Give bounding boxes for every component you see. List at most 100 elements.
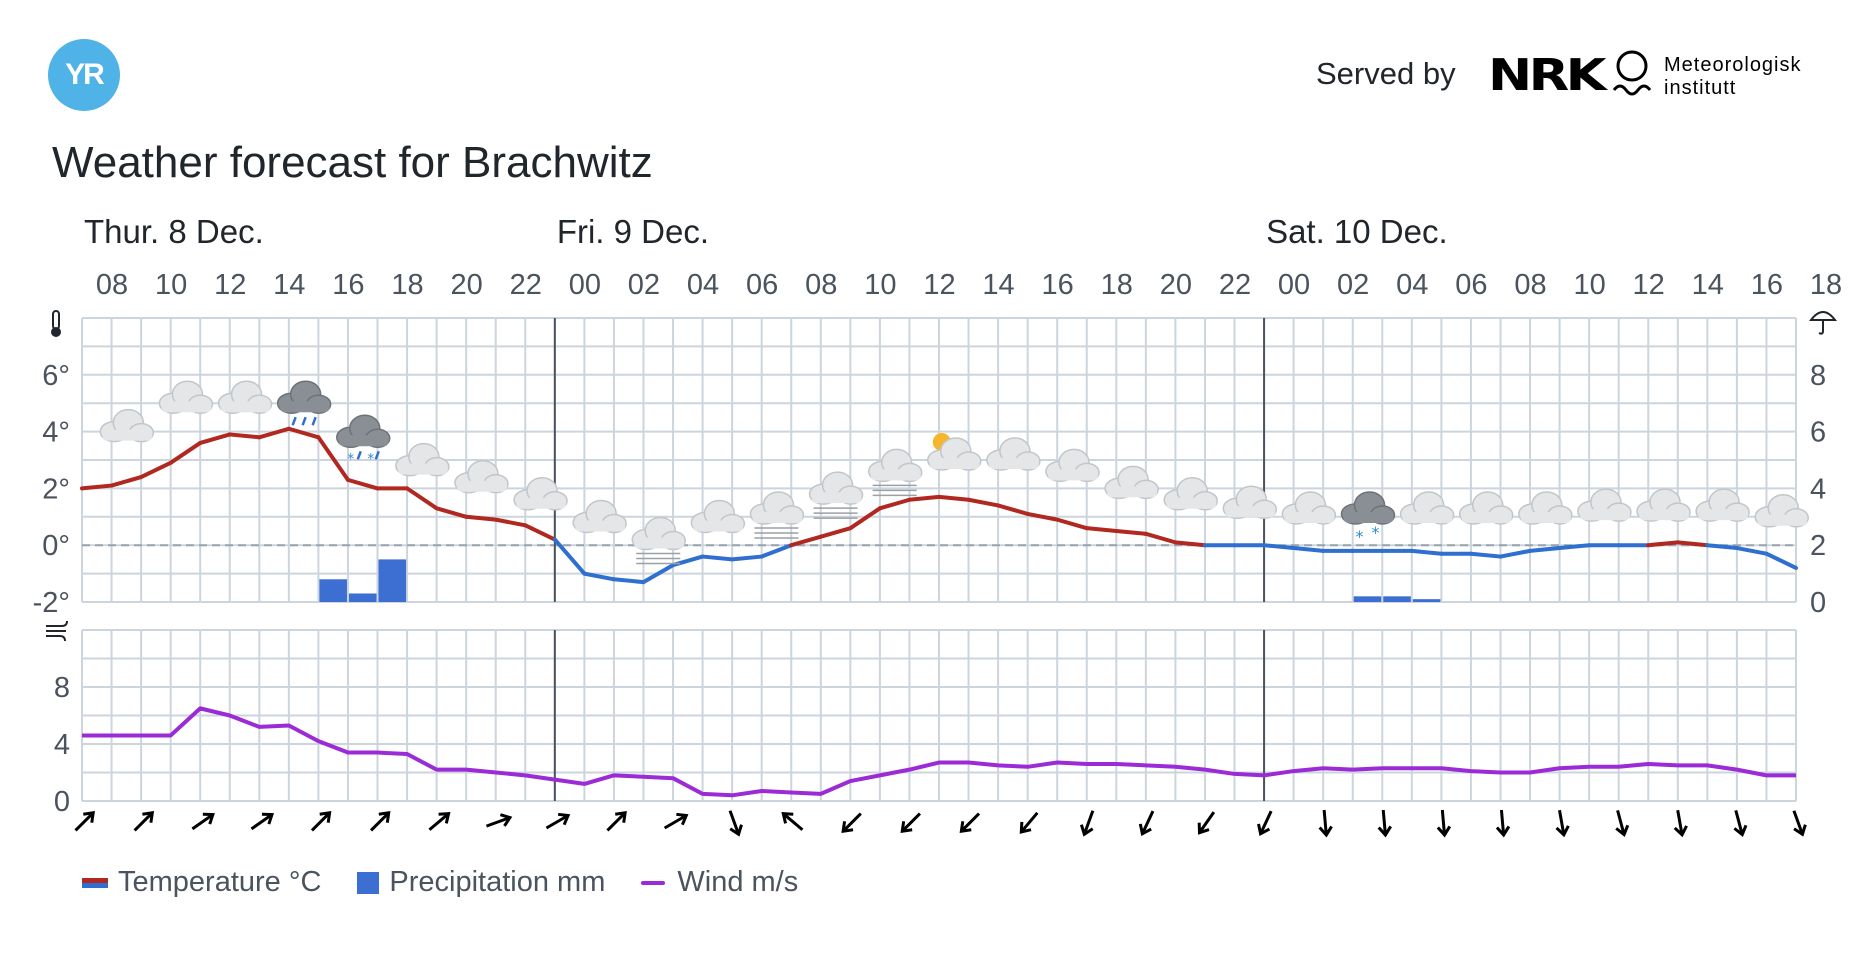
raindrop <box>374 450 380 460</box>
arrow-shaft <box>1734 810 1744 834</box>
cloud-part <box>1698 509 1749 521</box>
arrow-shaft <box>1381 809 1387 834</box>
rain-cloud-icon <box>276 380 332 426</box>
page-title: Weather forecast for Brachwitz <box>52 138 653 187</box>
precipitation-bar <box>348 593 377 602</box>
wind-arrow-icon <box>900 812 921 833</box>
partly-sunny-cloud-icon <box>927 437 982 471</box>
arrow-head <box>1019 821 1032 834</box>
arrow-head <box>1793 824 1807 837</box>
temperature-segment <box>464 514 498 522</box>
cloud-icon <box>1577 488 1632 522</box>
fog-cloud-icon <box>867 448 923 497</box>
wind-arrow-icon <box>1019 811 1039 834</box>
cloud-part <box>1461 511 1512 523</box>
met-institute-icon <box>1612 50 1652 96</box>
wind-tick: 0 <box>54 786 70 818</box>
wind-arrow-icon <box>1197 811 1216 835</box>
legend-wind[interactable]: Wind m/s <box>641 866 798 899</box>
met-institute-logo[interactable]: Meteorologisk institutt <box>1664 54 1802 100</box>
raindrop <box>356 450 362 460</box>
thermo-bulb <box>51 327 61 337</box>
arrow-head <box>202 812 215 825</box>
hour-label: 16 <box>1751 269 1783 301</box>
precip-tick: 2 <box>1810 530 1826 562</box>
cloud-part <box>575 520 626 532</box>
hour-label: 18 <box>391 269 423 301</box>
cloud-part <box>1520 511 1571 523</box>
temperature-segment <box>611 577 646 585</box>
arrow-head <box>378 811 391 823</box>
temperature-segment <box>257 426 291 440</box>
temperature-segment <box>996 503 1030 516</box>
wind-arrow-icon <box>1673 809 1688 838</box>
served-by-label: Served by <box>1316 56 1456 91</box>
arrow-shaft <box>1141 810 1155 833</box>
y-axes: -2° 0° 2° 4° 6° 0 2 4 6 8 0 4 8 <box>33 360 1827 818</box>
wind-arrow-icon <box>959 812 981 833</box>
cloud-icon <box>986 437 1041 471</box>
temperature-segment <box>1734 546 1769 556</box>
cloud-icon <box>217 380 273 414</box>
forecast-chart: Thur. 8 Dec. Fri. 9 Dec. Sat. 10 Dec. 08 10… <box>33 213 1842 838</box>
hour-label: 10 <box>155 269 187 301</box>
legend-precipitation[interactable]: Precipitation mm <box>357 866 605 899</box>
umbrella-handle <box>1818 320 1824 335</box>
temperature-segment <box>1646 540 1680 548</box>
wind-arrow-icon <box>485 813 513 828</box>
cloud-part <box>456 480 507 492</box>
wind-arrow-icon <box>369 811 391 832</box>
wind-tick: 4 <box>54 729 70 761</box>
wind-arrow-icon <box>1615 810 1630 837</box>
temperature-segment <box>1675 540 1710 548</box>
day-label: Sat. 10 Dec. <box>1266 213 1448 250</box>
snowflake: * <box>1356 527 1364 546</box>
temperature-segment <box>966 497 1001 508</box>
wind-arrow-icon <box>250 812 275 831</box>
arrow-shaft <box>902 812 921 831</box>
cloud-icon <box>1104 465 1159 500</box>
legend-temperature[interactable]: Temperature °C <box>82 866 321 899</box>
arrow-head <box>1555 825 1570 838</box>
cloud-part <box>1757 514 1808 526</box>
wind-arrow-icon <box>1318 809 1333 838</box>
arrow-shaft <box>783 813 804 831</box>
fog-cloud-icon <box>808 471 864 519</box>
arrow-shaft <box>961 812 981 831</box>
hour-label: 06 <box>746 269 778 301</box>
temp-tick: 2° <box>42 473 70 505</box>
precipitation-bar <box>319 579 347 602</box>
temperature-segment <box>523 523 557 542</box>
arrow-shaft <box>1440 809 1446 834</box>
temperature-segment <box>877 497 912 511</box>
temperature-segment <box>1173 540 1207 548</box>
arrow-shaft <box>310 813 330 832</box>
yr-logo-text: YR <box>65 58 105 91</box>
arrow-head <box>499 813 513 827</box>
cloud-icon <box>1045 448 1100 483</box>
cloud-part <box>988 458 1039 469</box>
wind-arrow-icon <box>728 810 743 837</box>
hour-label: 00 <box>1278 269 1310 301</box>
cloud-part <box>1284 511 1335 523</box>
arrow-shaft <box>1792 810 1804 833</box>
hour-label: 08 <box>1514 269 1546 301</box>
nrk-logo[interactable]: NRK <box>1488 50 1607 101</box>
temp-tick: 0° <box>42 530 70 562</box>
precipitation-bar <box>1412 599 1441 602</box>
arrow-shaft <box>1616 810 1625 834</box>
hour-label: 02 <box>628 269 660 301</box>
hour-label: 06 <box>1455 269 1487 301</box>
raindrop <box>291 416 297 426</box>
temperature-segment <box>1557 543 1592 551</box>
cloud-part <box>1047 469 1098 481</box>
legend-precipitation-label: Precipitation mm <box>389 866 606 898</box>
arrow-head <box>1673 825 1688 838</box>
temperature-segment <box>1291 546 1326 553</box>
cloud-icon <box>99 408 155 443</box>
hour-labels: 08 10 12 14 16 18 20 22 00 02 04 06 08 10 12 14 16 18 20 22… <box>96 269 1842 301</box>
arrow-head <box>781 812 794 824</box>
yr-logo[interactable]: YR <box>48 39 120 111</box>
temperature-segment <box>109 475 144 488</box>
met-line1: Meteorologisk <box>1664 54 1802 76</box>
